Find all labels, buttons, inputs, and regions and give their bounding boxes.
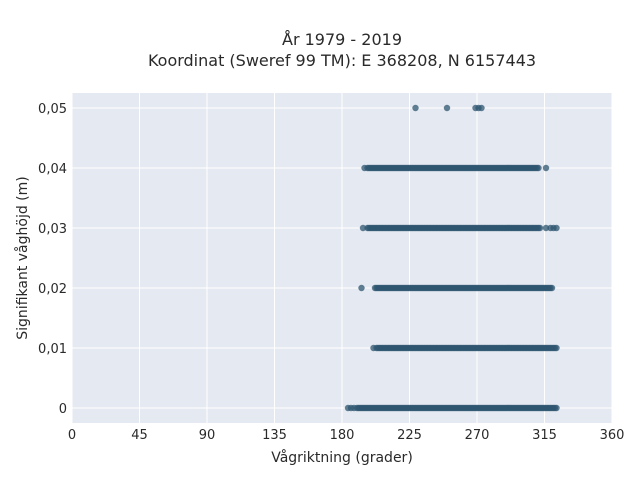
x-tick-label: 270 xyxy=(465,428,490,443)
x-tick-label: 315 xyxy=(532,428,557,443)
x-axis-label: Vågriktning (grader) xyxy=(271,449,413,466)
data-point xyxy=(553,404,560,412)
x-tick-label: 225 xyxy=(397,428,422,443)
y-tick-label: 0,02 xyxy=(38,282,67,297)
y-tick-labels: 0 0,01 0,02 0,03 0,04 0,05 xyxy=(38,102,67,417)
data-point xyxy=(361,164,368,172)
y-axis-label: Signifikant våghöjd (m) xyxy=(14,176,31,339)
data-point xyxy=(542,164,550,172)
data-point xyxy=(412,104,419,112)
data-point xyxy=(370,344,377,352)
data-point xyxy=(478,104,485,112)
x-tick-label: 0 xyxy=(68,428,76,443)
data-point xyxy=(353,404,361,412)
chart-subtitle: Koordinat (Sweref 99 TM): E 368208, N 61… xyxy=(148,51,536,70)
y-tick-label: 0,05 xyxy=(38,102,67,117)
data-point xyxy=(553,344,560,352)
chart-title: År 1979 - 2019 xyxy=(282,30,402,49)
y-tick-label: 0,03 xyxy=(38,222,67,237)
x-tick-label: 90 xyxy=(199,428,216,443)
data-point xyxy=(542,224,550,232)
x-tick-label: 360 xyxy=(600,428,625,443)
data-point xyxy=(443,104,451,112)
data-point xyxy=(535,164,542,172)
x-tick-label: 180 xyxy=(330,428,355,443)
data-point xyxy=(358,284,365,292)
x-tick-label: 45 xyxy=(131,428,148,443)
y-tick-label: 0,01 xyxy=(38,342,67,357)
y-tick-label: 0 xyxy=(59,402,67,417)
x-tick-label: 135 xyxy=(262,428,287,443)
data-points xyxy=(344,104,560,412)
data-point xyxy=(359,224,367,232)
data-point xyxy=(548,284,556,292)
y-tick-label: 0,04 xyxy=(38,162,67,177)
data-point xyxy=(536,224,544,232)
data-point xyxy=(553,224,560,232)
x-tick-labels: 0 45 90 135 180 225 270 315 360 xyxy=(68,428,625,443)
